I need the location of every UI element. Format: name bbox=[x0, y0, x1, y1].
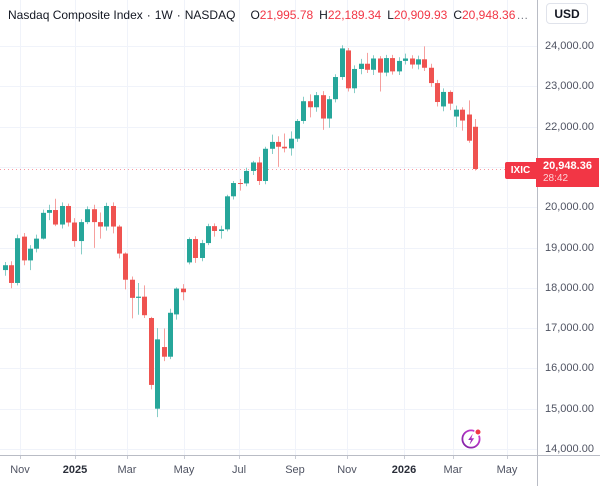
time-tick: 2025 bbox=[62, 464, 88, 476]
price-tick: 16,000.00 bbox=[545, 362, 594, 375]
price-tick: 22,000.00 bbox=[545, 120, 594, 133]
chart-pane[interactable] bbox=[0, 0, 537, 455]
price-tick: 24,000.00 bbox=[545, 40, 594, 52]
low-label: L bbox=[387, 8, 394, 22]
symbol-title: Nasdaq Composite Index bbox=[8, 8, 143, 22]
time-tick-mark bbox=[295, 456, 296, 459]
time-tick-mark bbox=[127, 456, 128, 459]
interval-label: 1W bbox=[154, 8, 173, 22]
time-tick: Sep bbox=[285, 464, 305, 476]
time-tick-mark bbox=[75, 456, 76, 459]
price-scale[interactable]: USD 24,000.0023,000.0022,000.0021,000.00… bbox=[537, 0, 600, 455]
time-tick: Nov bbox=[337, 464, 357, 476]
close-value: 20,948.36 bbox=[461, 8, 516, 22]
high-value: 22,189.34 bbox=[327, 8, 382, 22]
time-tick-mark bbox=[347, 456, 348, 459]
time-tick-mark bbox=[404, 456, 405, 459]
candlestick-chart[interactable] bbox=[0, 0, 537, 455]
close-label: C bbox=[453, 8, 462, 22]
open-value: 21,995.78 bbox=[259, 8, 314, 22]
time-tick: May bbox=[173, 464, 195, 476]
time-tick: Jul bbox=[231, 464, 247, 476]
last-price-badge: IXIC 20,948.36 28:42 bbox=[505, 158, 599, 187]
price-tick: 14,000.00 bbox=[545, 443, 594, 455]
price-tick: 18,000.00 bbox=[545, 281, 594, 294]
price-tick: 17,000.00 bbox=[545, 322, 594, 335]
lightning-circle-icon bbox=[461, 428, 482, 449]
price-tick: 23,000.00 bbox=[545, 80, 594, 93]
time-tick: Mar bbox=[443, 464, 463, 476]
price-tick: 15,000.00 bbox=[545, 402, 594, 415]
time-tick-mark bbox=[184, 456, 185, 459]
price-tick: 20,000.00 bbox=[545, 201, 594, 214]
price-tick: 19,000.00 bbox=[545, 241, 594, 254]
last-price-box: 20,948.36 28:42 bbox=[536, 158, 599, 187]
time-scale[interactable]: Nov 2025 Mar May Jul Sep Nov 2026 Mar May bbox=[0, 455, 600, 486]
separator: · bbox=[146, 8, 151, 22]
time-tick-mark bbox=[507, 456, 508, 459]
time-tick: 2026 bbox=[391, 464, 417, 476]
exchange-label: NASDAQ bbox=[184, 8, 236, 22]
low-value: 20,909.93 bbox=[393, 8, 448, 22]
last-price-value: 20,948.36 bbox=[543, 160, 592, 172]
time-tick: May bbox=[496, 464, 518, 476]
bar-countdown: 28:42 bbox=[543, 173, 569, 184]
time-tick: Mar bbox=[117, 464, 137, 476]
time-tick: Nov bbox=[10, 464, 30, 476]
separator: · bbox=[176, 8, 181, 22]
ohlc-values: O21,995.78 H22,189.34 L20,909.93 C20,948.36 bbox=[244, 8, 515, 22]
last-price-symbol-chip: IXIC bbox=[505, 162, 536, 179]
high-label: H bbox=[319, 8, 328, 22]
time-tick-mark bbox=[239, 456, 240, 459]
open-label: O bbox=[250, 8, 260, 22]
time-tick-mark bbox=[453, 456, 454, 459]
time-tick-mark bbox=[20, 456, 21, 459]
symbol-legend: Nasdaq Composite Index · 1W · NASDAQ O21,995.… bbox=[8, 7, 529, 23]
currency-button[interactable]: USD bbox=[546, 3, 588, 24]
axis-corner-divider bbox=[537, 456, 538, 486]
legend-overflow-ellipsis[interactable]: … bbox=[516, 8, 530, 22]
minds-button[interactable] bbox=[459, 425, 485, 451]
notification-dot bbox=[474, 428, 482, 436]
